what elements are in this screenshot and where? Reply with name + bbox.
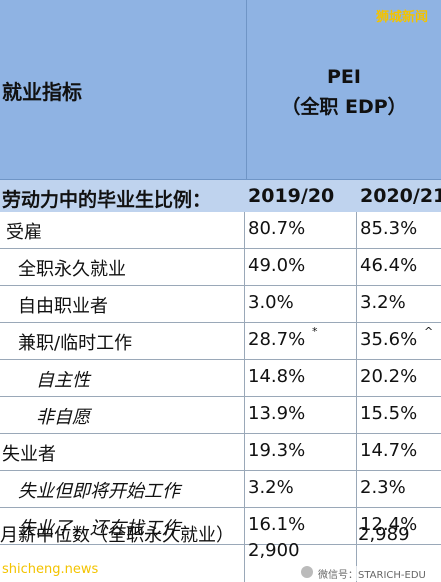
row-label: 非自愿 [36, 407, 90, 428]
pei-title-line2: （全职 EDP） [281, 96, 407, 118]
value-2020-21: 46.4% [360, 255, 418, 276]
value-2020-21: 3.2% [360, 292, 406, 313]
header-bottom-border [0, 179, 441, 180]
pei-title-line1: PEI [327, 66, 361, 88]
indicator-column-title: 就业指标 [2, 80, 82, 104]
column-divider [356, 212, 357, 582]
value-2019-20: 19.3% [248, 440, 306, 461]
watermark-bottom-left: shicheng.news [2, 562, 99, 577]
sub-header-label: 劳动力中的毕业生比例： [2, 189, 212, 211]
value-2019-20: 13.9% [248, 403, 306, 424]
sub-header-row: 劳动力中的毕业生比例： 2019/20 2020/21 [0, 180, 441, 212]
value-2020-21: 2.3% [360, 477, 406, 498]
value-2019-20: 28.7% [248, 329, 306, 350]
row-label: 全职永久就业 [18, 259, 126, 280]
table-body: 受雇 80.7% 85.3% 全职永久就业 49.0% 46.4% 自由职业者 … [0, 212, 441, 545]
value-2020-21: 2,989 [358, 524, 410, 545]
footnote-mark: ^ [424, 325, 434, 338]
value-2020-21: 85.3% [360, 218, 418, 239]
table-row: 非自愿 13.9% 15.5% [0, 397, 441, 434]
row-label: 兼职/临时工作 [18, 333, 133, 354]
table-row: 自由职业者 3.0% 3.2% [0, 286, 441, 323]
value-2020-21: 20.2% [360, 366, 418, 387]
value-2019-20: 16.1% [248, 514, 306, 535]
year-2019-20-header: 2019/20 [248, 185, 335, 207]
value-2020-21: 15.5% [360, 403, 418, 424]
table-row: 月薪中位数（全职永久就业） 2,900 2,989 [0, 518, 441, 582]
table-row: 兼职/临时工作 28.7% * 35.6% ^ [0, 323, 441, 360]
table-header: 就业指标 PEI （全职 EDP） 狮城新闻 [0, 0, 441, 180]
value-2019-20: 3.0% [248, 292, 294, 313]
table-row: 自主性 14.8% 20.2% [0, 360, 441, 397]
year-2020-21-header: 2020/21 [360, 185, 441, 207]
row-label: 自由职业者 [18, 296, 108, 317]
watermark-bottom-right: 微信号：STARICH-EDU [318, 566, 426, 581]
value-2019-20: 49.0% [248, 255, 306, 276]
value-2019-20: 2,900 [248, 540, 300, 561]
value-2020-21: 12.4% [360, 514, 418, 535]
table-row: 失业者 19.3% 14.7% [0, 434, 441, 471]
table-row: 失业了，还在找工作 16.1% 12.4% [0, 508, 441, 545]
row-label: 自主性 [36, 370, 90, 391]
table-row: 受雇 80.7% 85.3% [0, 212, 441, 249]
value-2019-20: 80.7% [248, 218, 306, 239]
value-2020-21: 14.7% [360, 440, 418, 461]
value-2019-20: 3.2% [248, 477, 294, 498]
row-label: 失业者 [2, 444, 56, 465]
value-2020-21: 35.6% [360, 329, 418, 350]
row-label: 失业了，还在找工作 [18, 518, 180, 539]
table-row: 失业但即将开始工作 3.2% 2.3% [0, 471, 441, 508]
pei-column-title: PEI （全职 EDP） [247, 62, 441, 122]
value-2019-20: 14.8% [248, 366, 306, 387]
watermark-top: 狮城新闻 [376, 10, 429, 25]
row-label: 月薪中位数（全职永久就业） [0, 525, 234, 546]
footnote-mark: * [312, 325, 318, 338]
row-label: 失业但即将开始工作 [18, 481, 180, 502]
table-row: 全职永久就业 49.0% 46.4% [0, 249, 441, 286]
wechat-icon [301, 566, 313, 578]
header-divider [246, 0, 247, 180]
column-divider [244, 212, 245, 582]
row-label: 受雇 [6, 222, 42, 243]
